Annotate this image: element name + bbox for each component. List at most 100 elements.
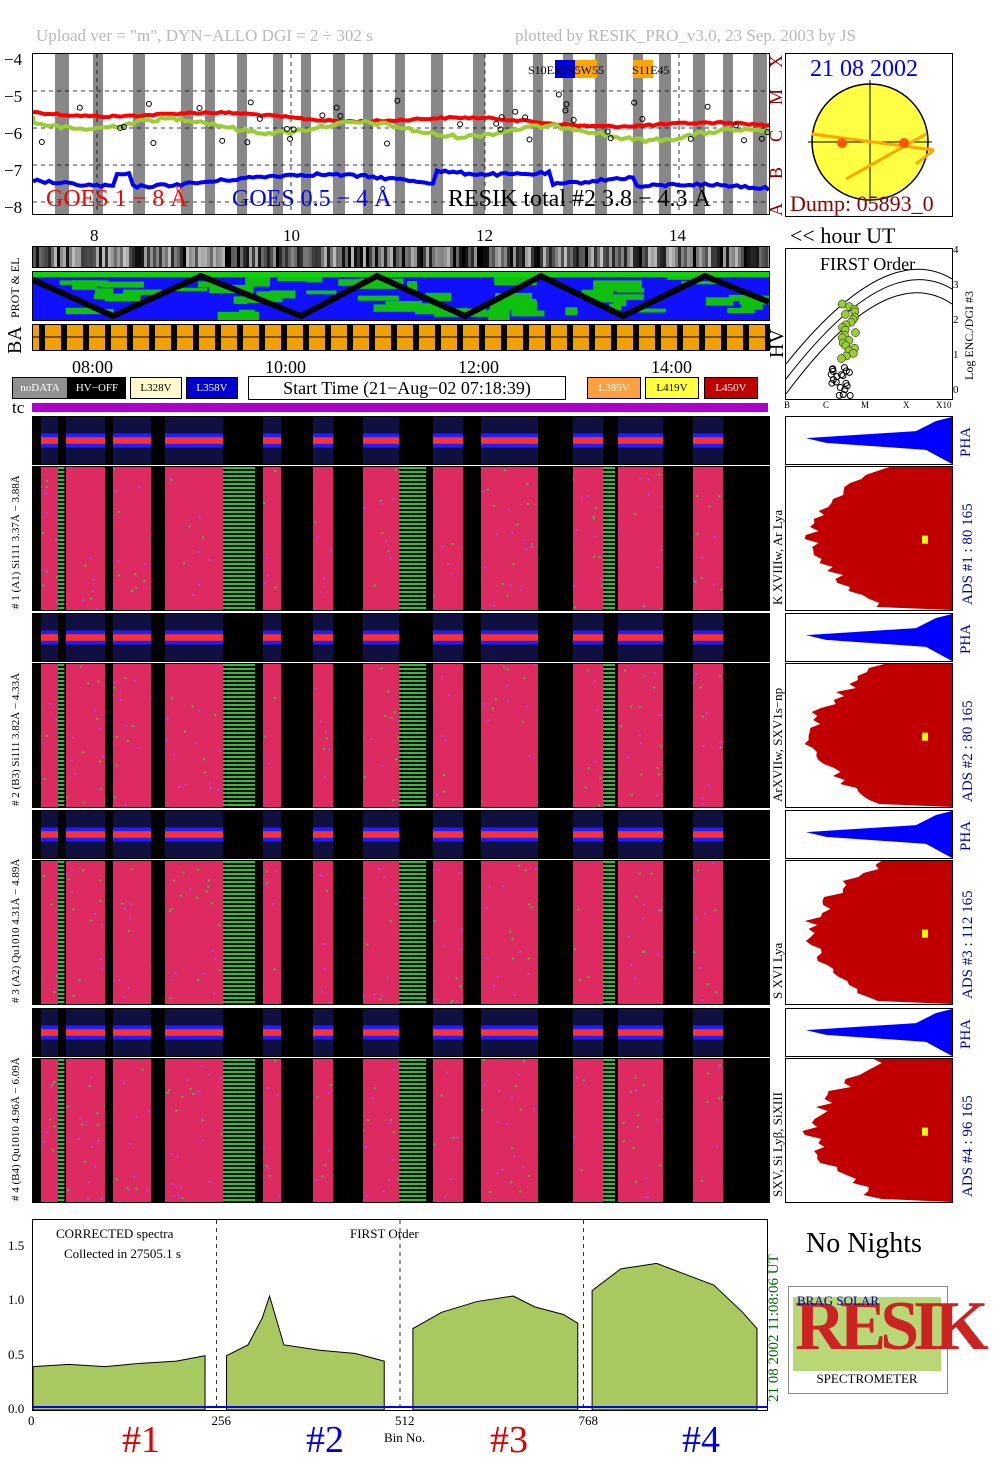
- time-tick: 14:00: [651, 357, 693, 377]
- l358v-legend: L358V: [186, 377, 238, 399]
- pha-histogram: [785, 613, 953, 662]
- first-order-x-tick: C: [823, 400, 830, 410]
- first-order-x-tick: M: [861, 400, 870, 410]
- nodata-legend: noDATA: [12, 377, 68, 399]
- logo-spectrometer: SPECTROMETER: [816, 1371, 918, 1386]
- first-order-y-tick: 1: [953, 349, 959, 361]
- pha-spectrogram: [32, 810, 770, 859]
- channel-label-2: #2: [306, 1419, 344, 1461]
- time-tick: 08:00: [72, 357, 114, 377]
- hour-tick: 14: [669, 226, 686, 245]
- pha-label: PHA: [958, 426, 974, 457]
- pha-spectrogram-plot: [33, 614, 769, 661]
- first-order-title: FIRST Order: [820, 254, 916, 274]
- hour-ut-label: << hour UT: [790, 223, 896, 248]
- channel-label-1: #1: [122, 1419, 160, 1461]
- spectrum-series-4: [591, 1262, 758, 1410]
- goes-class-letter: A: [766, 203, 786, 216]
- first-order-y-tick: 0: [953, 384, 959, 396]
- pha-spectrogram-plot: [33, 811, 769, 858]
- spectrum-series-1: [33, 1355, 206, 1410]
- no-nights-label: No Nights: [806, 1228, 922, 1259]
- ads-label: ADS #1 : 80 165: [960, 503, 976, 605]
- spectrum-y-tick: 0.0: [8, 1401, 25, 1416]
- spectrum-title: CORRECTED spectra: [56, 1226, 174, 1241]
- grayscale-strip: [32, 246, 770, 268]
- dump-label: Dump: 05893_0: [790, 191, 934, 216]
- first-order-panel: [785, 248, 953, 400]
- ba-panel: [32, 324, 770, 351]
- tc-bar: [32, 403, 768, 412]
- goes-y-tick: −8: [4, 198, 23, 217]
- channel-wavelength-label: # 2 (B3) Si111 3.82Å − 4.33Å: [10, 672, 22, 806]
- channel-wavelength-label: # 3 (A2) Qu1010 4.31Å − 4.89Å: [10, 858, 22, 1003]
- spectrum-plot: [33, 1220, 767, 1410]
- hour-tick: 12: [476, 226, 493, 245]
- logo-background: [793, 1297, 941, 1371]
- sun-date: 21 08 2002: [810, 56, 918, 82]
- l328v-legend: L328V: [130, 377, 182, 399]
- goes-y-tick: −7: [4, 161, 23, 180]
- time-tick: 12:00: [458, 357, 500, 377]
- l419v-legend: L419V: [645, 377, 699, 399]
- pha-label: PHA: [958, 623, 974, 654]
- pha-spectrogram-plot: [33, 417, 769, 464]
- orbit-panel: [32, 271, 770, 321]
- plotted-by-text: plotted by RESIK_PRO_v3.0, 23 Sep. 2003 …: [515, 26, 856, 45]
- goes-plot: [33, 54, 769, 214]
- spectrum-x-tick: 768: [578, 1413, 599, 1428]
- goes-class-letter: B: [766, 166, 786, 179]
- channel-wavelength-label: # 4 (B4) Qu1010 4.96Å − 6.09Å: [10, 1057, 22, 1201]
- marker-s11e45: S11E45: [632, 63, 670, 77]
- pha-label: PHA: [958, 820, 974, 851]
- goes-panel: [32, 53, 770, 215]
- ads-histogram: [785, 1058, 953, 1203]
- hour-tick: 8: [90, 226, 99, 245]
- ads-label: ADS #4 : 96 165: [960, 1095, 976, 1197]
- marker-s10e35: S10E35: [528, 63, 567, 77]
- energy-spectrogram-plot: [33, 861, 769, 1004]
- channel-label-3: #3: [490, 1419, 528, 1461]
- pha-histogram-plot: [806, 417, 952, 464]
- line-id-label: ArXVIIw, SXV1s−np: [770, 687, 785, 802]
- sun-panel: [785, 53, 953, 217]
- pha-spectrogram: [32, 1008, 770, 1057]
- first-order-x-tick: X: [903, 400, 910, 410]
- pha-label: PHA: [958, 1018, 974, 1049]
- goes-y-tick: −6: [4, 124, 23, 143]
- upload-version-text: Upload ver = "m", DYN−ALLO DGI = 2 ÷ 302…: [36, 26, 373, 45]
- energy-spectrogram-plot: [33, 664, 769, 807]
- goes-class-letter: X: [766, 55, 786, 68]
- ba-label: BA: [4, 326, 26, 354]
- spectrum-series-2: [226, 1294, 385, 1410]
- energy-spectrogram-plot: [33, 467, 769, 610]
- energy-spectrogram: [32, 860, 770, 1005]
- spectrum-series-3: [412, 1295, 579, 1410]
- line-id-label: S XVI Lya: [770, 942, 785, 999]
- spectrum-y-tick: 0.5: [8, 1346, 25, 1362]
- pha-spectrogram-plot: [33, 1009, 769, 1056]
- legend-goes-1-8: GOES 1 − 8 Å: [46, 186, 188, 212]
- ads-histogram: [785, 860, 953, 1005]
- spectrum-xlabel: Bin No.: [384, 1430, 426, 1445]
- start-time-box: Start Time (21−Aug−02 07:18:39): [248, 376, 566, 400]
- hour-tick: 10: [283, 226, 300, 245]
- spectrum-x-tick: 256: [211, 1413, 232, 1428]
- pha-histogram-plot: [806, 1009, 952, 1056]
- ads-label: ADS #2 : 80 165: [960, 700, 976, 802]
- channel-label-4: #4: [682, 1419, 720, 1461]
- energy-spectrogram: [32, 663, 770, 808]
- orbit-plot: [33, 272, 769, 320]
- spectrum-y-tick: 1.0: [8, 1292, 25, 1308]
- grayscale-strip-plot: [33, 247, 769, 267]
- pha-spectrogram: [32, 613, 770, 662]
- marker-n5w55: N5W55: [566, 63, 604, 77]
- spectrum-time-label: 21 08 2002 11:08:06 UT: [766, 1254, 782, 1402]
- hv-off-legend: HV−OFF: [68, 377, 126, 399]
- line-id-label: K XVIIIw, Ar Lya: [770, 509, 785, 605]
- first-order-y-tick: 4: [953, 244, 959, 256]
- logo-letters: RESIK: [795, 1288, 989, 1365]
- channel-wavelength-label: # 1 (A1) Si111 3.37Å − 3.88Å: [10, 475, 22, 609]
- tc-label: tc: [12, 398, 25, 417]
- pha-histogram: [785, 416, 953, 465]
